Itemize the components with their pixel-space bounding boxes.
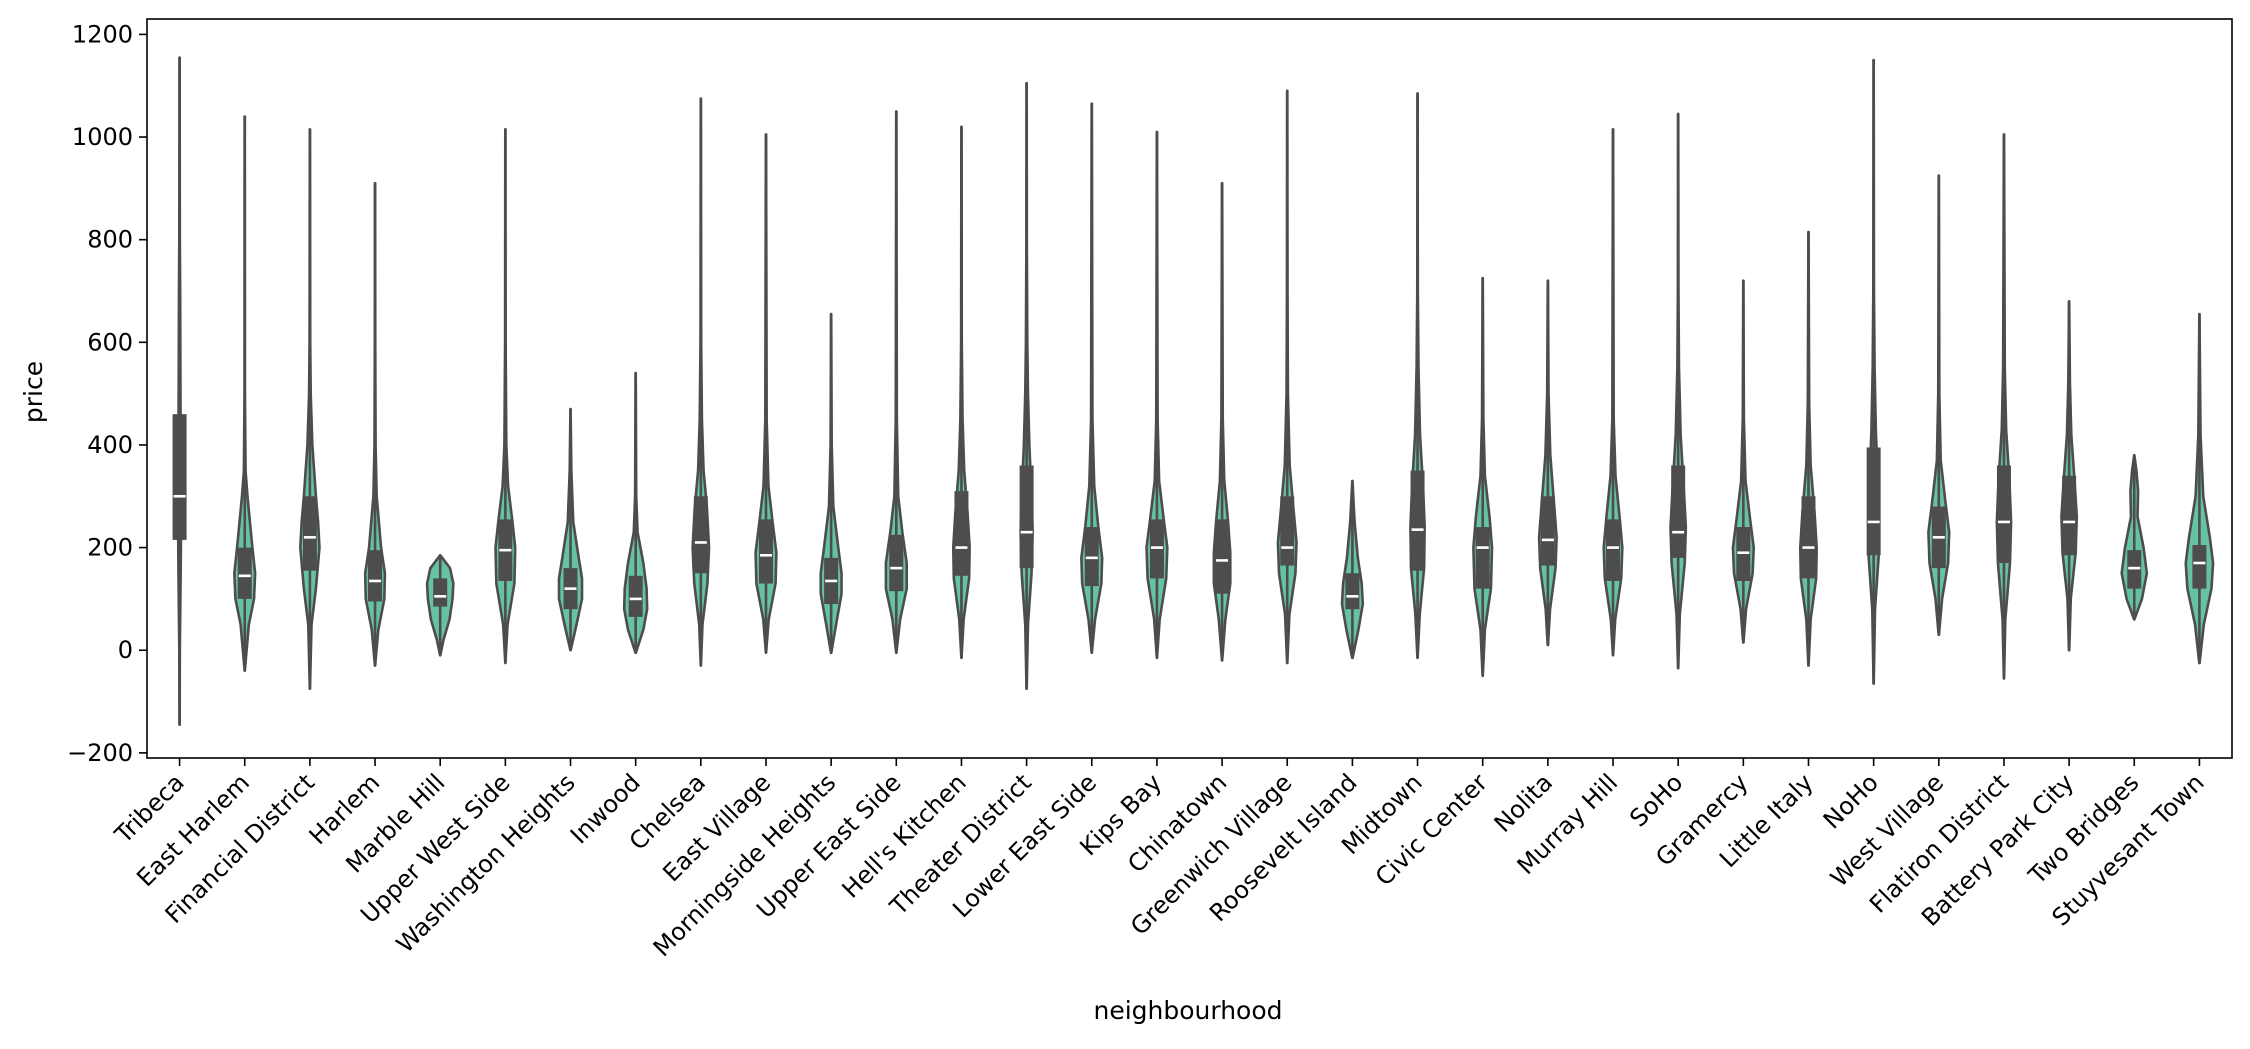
violin-iqr-box	[433, 578, 448, 607]
y-tick-label: 1000	[72, 123, 133, 151]
violin-group	[172, 56, 187, 726]
x-tick-label: East Harlem	[131, 768, 255, 892]
violin-group	[1602, 128, 1624, 657]
violin-group	[1472, 276, 1494, 678]
violin-iqr-box	[2192, 545, 2207, 589]
violin-group	[1995, 133, 2013, 680]
y-tick-label: 400	[87, 431, 133, 459]
violin-group	[425, 553, 455, 657]
violin-group	[754, 133, 778, 655]
violin-iqr-box	[628, 575, 643, 617]
violin-group	[233, 115, 257, 673]
violin-iqr-box	[1606, 519, 1621, 581]
violin-iqr-box	[1345, 573, 1360, 610]
violin-group	[1019, 81, 1034, 691]
violins-layer	[172, 56, 2215, 726]
violin-group	[1669, 112, 1688, 670]
violin-group	[622, 371, 649, 655]
violin-group	[1537, 279, 1558, 647]
y-tick-label: 600	[87, 328, 133, 356]
violin-iqr-box	[1019, 465, 1034, 569]
violin-iqr-box	[2062, 475, 2077, 556]
y-tick-label: 800	[87, 226, 133, 254]
x-tick-label: West Village	[1825, 768, 1949, 892]
y-axis: −200 0 200 400 600 800 1000 1200	[67, 20, 147, 767]
violin-iqr-box	[693, 496, 708, 574]
violin-group	[1212, 181, 1232, 662]
violin-iqr-box	[1801, 496, 1816, 579]
violin-iqr-box	[954, 491, 969, 576]
violin-group	[1145, 130, 1169, 660]
y-axis-title: price	[19, 361, 48, 423]
violin-group	[2184, 312, 2215, 665]
violin-group	[1080, 102, 1104, 655]
violin-group	[557, 407, 584, 652]
violin-iqr-box	[1671, 465, 1686, 558]
violin-group	[494, 128, 517, 665]
violin-iqr-box	[302, 496, 317, 571]
violin-group	[1798, 230, 1818, 667]
violin-iqr-box	[1475, 527, 1490, 589]
violin-group	[1731, 279, 1756, 644]
violin-group	[951, 125, 971, 660]
y-tick-label: 200	[87, 534, 133, 562]
y-tick-label: 1200	[72, 20, 133, 48]
violin-group	[1276, 89, 1298, 665]
violin-iqr-box	[237, 547, 252, 599]
y-tick-label: 0	[118, 636, 133, 664]
plot-frame	[146, 18, 2233, 759]
violin-iqr-box	[1866, 447, 1881, 556]
violin-iqr-box	[1410, 470, 1425, 571]
violin-iqr-box	[368, 550, 383, 602]
violin-iqr-box	[1996, 465, 2011, 563]
violin-iqr-box	[889, 534, 904, 592]
violin-iqr-box	[1540, 496, 1555, 566]
violin-iqr-box	[1215, 519, 1230, 594]
y-tick-label: −200	[67, 739, 133, 767]
violin-group	[1866, 58, 1881, 685]
violin-group	[2120, 453, 2149, 621]
x-axis-title: neighbourhood	[1093, 996, 1282, 1025]
violin-group	[1409, 92, 1426, 660]
violin-group	[1340, 479, 1365, 660]
violin-iqr-box	[172, 414, 187, 540]
violin-iqr-box	[1280, 496, 1295, 566]
violin-group	[1927, 174, 1951, 637]
violin-group	[691, 97, 711, 667]
violin-group	[2060, 299, 2079, 652]
violin-group	[884, 110, 908, 655]
violin-group	[363, 181, 387, 667]
violin-iqr-box	[758, 519, 773, 584]
violin-group	[299, 128, 321, 691]
violin-group	[819, 312, 843, 655]
